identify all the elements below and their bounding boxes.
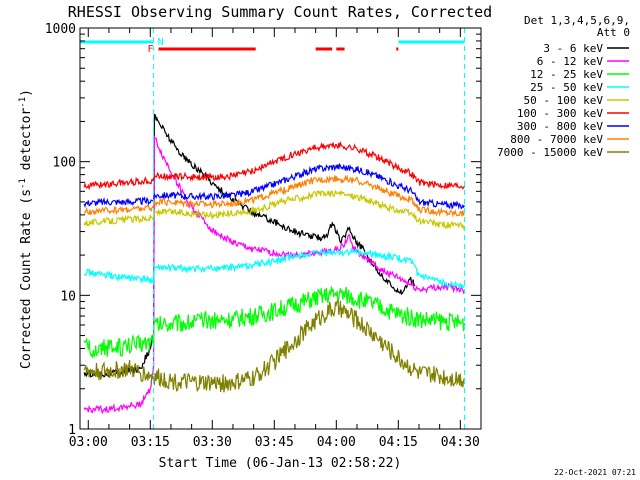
- legend-label: 7000 - 15000 keV: [497, 146, 603, 159]
- y-axis-label-mid: detector: [19, 108, 34, 179]
- series-line-7: [83, 162, 466, 210]
- x-tick-label: 03:15: [131, 435, 170, 450]
- f-marker-label: F: [148, 44, 154, 55]
- y-tick-label: 100: [53, 156, 76, 171]
- y-axis-label-main: Corrected Count Rate (s: [19, 189, 34, 369]
- series-line-9: [83, 298, 466, 393]
- chart-title: RHESSI Observing Summary Count Rates, Co…: [68, 3, 492, 21]
- series-line-4: [83, 246, 466, 290]
- legend-label: 300 - 800 keV: [517, 120, 603, 133]
- n-marker-label: N: [158, 37, 164, 48]
- plot-area: NF: [80, 28, 466, 429]
- x-axis: 03:00 03:15 03:30 03:45 04:00 04:15 04:30: [69, 28, 480, 450]
- x-tick-label: 04:30: [441, 435, 480, 450]
- legend-header-line1: Det 1,3,4,5,6,9,: [524, 14, 630, 27]
- series-line-8: [83, 174, 466, 218]
- footer-timestamp: 22-Oct-2021 07:21: [554, 468, 636, 477]
- legend-label: 50 - 100 keV: [524, 94, 604, 107]
- y-tick-label: 10: [60, 289, 76, 304]
- series-line-3: [83, 286, 466, 359]
- series-line-6: [83, 140, 466, 191]
- y-axis-label-exp1: -1: [18, 178, 28, 189]
- y-axis: 1 10 100 1000: [45, 22, 481, 438]
- legend-header-line2: Att 0: [597, 26, 630, 39]
- legend-label: 800 - 7000 keV: [510, 133, 603, 146]
- x-tick-label: 04:00: [317, 435, 356, 450]
- legend-label: 100 - 300 keV: [517, 107, 603, 120]
- legend-label: 25 - 50 keV: [530, 81, 603, 94]
- status-markers: NF: [80, 37, 465, 55]
- x-tick-label: 03:30: [193, 435, 232, 450]
- x-tick-label: 03:00: [69, 435, 108, 450]
- plot-frame: [79, 27, 482, 430]
- legend-label: 12 - 25 keV: [530, 68, 603, 81]
- series-line-5: [83, 189, 466, 231]
- y-tick-label: 1: [68, 423, 76, 438]
- x-tick-label: 04:15: [379, 435, 418, 450]
- legend-label: 6 - 12 keV: [537, 55, 604, 68]
- y-axis-label-end: ): [19, 89, 34, 97]
- legend-label: 3 - 6 keV: [543, 42, 603, 55]
- y-axis-label: Corrected Count Rate (s-1 detector-1): [18, 89, 34, 369]
- x-tick-label: 03:45: [255, 435, 294, 450]
- y-axis-label-exp2: -1: [18, 97, 28, 108]
- x-axis-label: Start Time (06-Jan-13 02:58:22): [159, 456, 402, 471]
- y-tick-label: 1000: [45, 22, 76, 37]
- series-line-2: [83, 134, 466, 415]
